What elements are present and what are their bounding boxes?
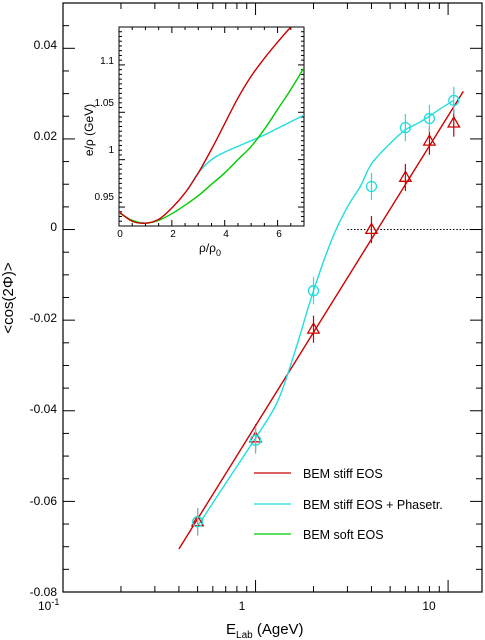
series-1-marker bbox=[448, 94, 460, 107]
series-1-marker bbox=[423, 112, 436, 125]
main-y-tick-label: 0 bbox=[50, 220, 57, 234]
series-1-marker bbox=[249, 434, 262, 446]
inset-x-axis-title-subscript: 0 bbox=[216, 248, 221, 258]
inset-y-axis-title: e/ρ (GeV) bbox=[82, 104, 96, 156]
inset-x-tick-label: 2 bbox=[170, 229, 176, 240]
series-0-marker bbox=[398, 170, 413, 182]
main-x-tick-labels: 10-1 1 10 bbox=[38, 597, 436, 613]
inset-background bbox=[119, 27, 304, 226]
inset-y-tick-label: 1.05 bbox=[95, 98, 115, 109]
legend-label-phasetr: BEM stiff EOS + Phasetr. bbox=[303, 498, 443, 512]
x-tick-base: 10 bbox=[38, 599, 52, 613]
series-0-marker bbox=[306, 321, 321, 334]
inset-x-axis-title: ρ/ρ0 bbox=[199, 241, 221, 258]
main-y-tick-label: -0.06 bbox=[30, 494, 58, 508]
x-axis-title-main: E bbox=[226, 621, 236, 638]
main-axis-ticks bbox=[62, 2, 482, 593]
inset-x-axis-title-main: ρ/ρ bbox=[199, 241, 216, 255]
inset-y-tick-label: 1 bbox=[108, 145, 114, 156]
main-y-tick-label: 0.04 bbox=[34, 38, 58, 52]
main-x-tick-label: 1 bbox=[239, 599, 246, 613]
inset-x-tick-labels: 0 2 4 6 bbox=[117, 229, 282, 240]
main-x-tick-label: 10 bbox=[422, 599, 436, 613]
main-x-axis-title: ELab (AgeV) bbox=[226, 621, 304, 640]
series-1-marker bbox=[191, 516, 204, 528]
legend-label-soft: BEM soft EOS bbox=[303, 528, 384, 542]
series-1-marker bbox=[399, 121, 412, 134]
x-axis-title-unit: (AgeV) bbox=[253, 621, 304, 638]
inset-panel: 0.95 1 1.05 1.1 0 2 4 6 e/ρ (GeV) ρ/ρ0 bbox=[82, 26, 305, 258]
main-plot-series bbox=[178, 86, 464, 550]
main-y-tick-label: -0.02 bbox=[30, 311, 58, 325]
inset-series-1-line bbox=[187, 114, 304, 191]
series-1-marker bbox=[365, 180, 378, 193]
series-0-marker bbox=[446, 115, 461, 128]
x-tick-exponent: -1 bbox=[51, 597, 59, 607]
main-y-tick-label: -0.04 bbox=[30, 402, 58, 416]
inset-axis-ticks bbox=[118, 26, 305, 227]
inset-y-tick-label: 0.95 bbox=[95, 192, 115, 203]
main-x-tick-label: 10-1 bbox=[38, 597, 59, 613]
x-axis-title-subscript: Lab bbox=[236, 630, 253, 640]
legend-label-stiff: BEM stiff EOS bbox=[303, 467, 383, 481]
inset-x-tick-label: 6 bbox=[276, 229, 282, 240]
inset-series-0-line bbox=[119, 27, 292, 224]
main-y-axis-title: <cos(2Φ)> bbox=[0, 262, 17, 333]
inset-x-tick-label: 4 bbox=[223, 229, 229, 240]
series-1-marker bbox=[307, 285, 320, 297]
inset-x-tick-label: 0 bbox=[117, 229, 123, 240]
series-0-marker bbox=[422, 133, 437, 146]
inset-y-tick-label: 1.1 bbox=[100, 56, 114, 67]
series-0-line bbox=[178, 90, 464, 550]
inset-y-tick-labels: 0.95 1 1.05 1.1 bbox=[95, 56, 115, 203]
series-0-marker bbox=[364, 222, 379, 235]
main-y-tick-labels: -0.08 -0.06 -0.04 -0.02 0 0.02 0.04 bbox=[30, 38, 58, 599]
legend: BEM stiff EOS BEM stiff EOS + Phasetr. B… bbox=[254, 467, 443, 542]
inset-plot-series bbox=[119, 27, 304, 224]
main-y-tick-label: 0.02 bbox=[34, 129, 58, 143]
main-y-tick-label: -0.08 bbox=[30, 585, 58, 599]
